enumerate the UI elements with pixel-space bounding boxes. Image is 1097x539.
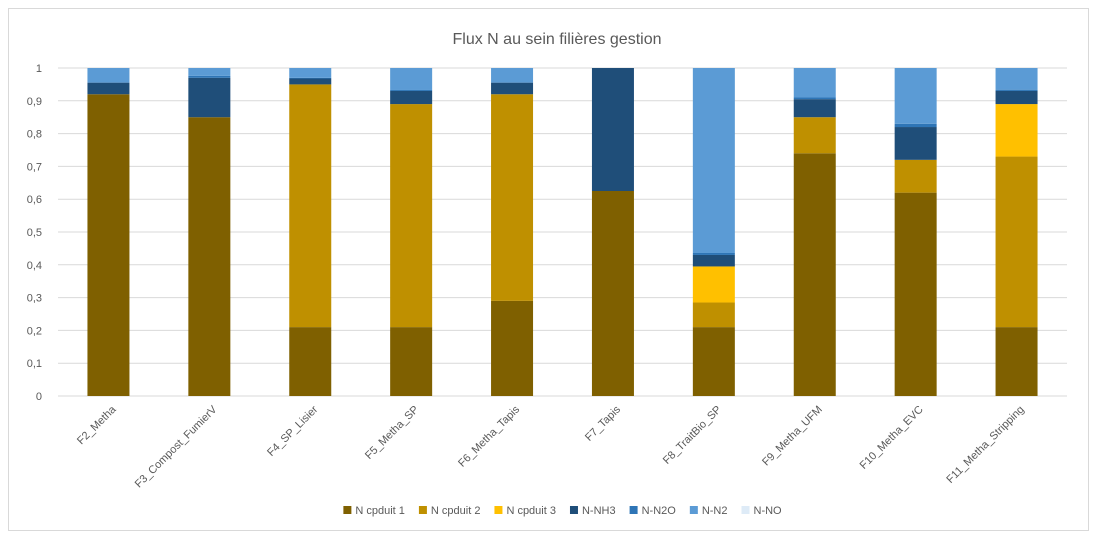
bar-segment <box>894 127 937 160</box>
bar-segment <box>692 68 735 253</box>
bar-segment <box>289 327 332 396</box>
x-tick-label: F11_Metha_Stripping <box>944 404 1026 486</box>
y-tick-label: 1 <box>36 63 42 75</box>
bar-segment <box>188 77 231 118</box>
bar-segment <box>188 68 231 76</box>
x-tick-label: F7_Tapis <box>583 403 623 443</box>
bar-segment <box>692 254 735 267</box>
legend-swatch <box>418 506 427 514</box>
bar-segment <box>591 191 634 396</box>
bar-segment <box>591 68 634 191</box>
bar-segment <box>692 266 735 303</box>
chart-title: Flux N au sein filières gestion <box>453 31 662 48</box>
bar-segment <box>995 104 1038 157</box>
y-tick-label: 0,7 <box>27 161 42 173</box>
chart-frame: Flux N au sein filières gestion 0 0,1 0,2 0… <box>8 8 1089 531</box>
bar-segment <box>289 77 332 79</box>
bar-segment <box>491 82 534 83</box>
bar-segment <box>995 89 1038 91</box>
x-tick-label: F6_Metha_Tapis <box>456 403 522 469</box>
y-tick-label: 0,1 <box>27 358 42 370</box>
bar-segment <box>491 82 534 95</box>
y-tick-label: 0,8 <box>27 129 42 141</box>
bar-segment <box>390 89 433 91</box>
y-tick-label: 0,3 <box>27 293 42 305</box>
bar-segment <box>793 68 836 98</box>
bar-segment <box>692 302 735 328</box>
bar-segment <box>491 300 534 396</box>
legend-label: N-N2O <box>642 505 677 517</box>
legend-swatch <box>629 506 638 514</box>
x-tick-label: F4_SP_Lisier <box>265 403 320 458</box>
bar-segment <box>289 84 332 328</box>
legend-swatch <box>494 506 503 514</box>
legend-label: N-NH3 <box>582 505 616 517</box>
bar-segment <box>894 68 937 124</box>
bar-segment <box>692 252 735 255</box>
bar-segment <box>289 78 332 85</box>
bar-segment <box>793 117 836 154</box>
y-tick-label: 0,5 <box>27 227 42 239</box>
bar-segment <box>995 327 1038 396</box>
bar-segment <box>390 90 433 105</box>
bar-segment <box>894 123 937 128</box>
bar-segment <box>87 68 130 83</box>
bar-segment <box>188 117 231 396</box>
bar-segment <box>894 192 937 396</box>
bar-segment <box>894 159 937 193</box>
y-tick-label: 0,6 <box>27 194 42 206</box>
x-tick-label: F10_Metha_EVC <box>858 404 926 472</box>
bar-segment <box>793 99 836 118</box>
legend-label: N-N2 <box>702 505 728 517</box>
bar-segment <box>390 327 433 396</box>
legend-label: N-NO <box>754 505 783 517</box>
bar-segment <box>692 327 735 396</box>
bar-segment <box>491 68 534 83</box>
bar-segment <box>995 68 1038 90</box>
y-tick-label: 0,2 <box>27 325 42 337</box>
legend-swatch <box>343 506 352 514</box>
bar-segment <box>793 153 836 396</box>
legend-swatch <box>689 506 698 514</box>
bar-segment <box>87 94 130 397</box>
legend-swatch <box>741 506 750 514</box>
x-tick-label: F9_Metha_UFM <box>760 404 825 469</box>
bar-segment <box>188 75 231 78</box>
bar-segment <box>87 82 130 83</box>
bar-segment <box>390 68 433 90</box>
legend-label: N cpduit 3 <box>506 505 556 517</box>
bar-segment <box>390 104 433 328</box>
bar-segment <box>87 82 130 95</box>
bar-segment <box>995 156 1038 328</box>
y-tick-label: 0,4 <box>27 260 42 272</box>
x-tick-label: F8_TraitBio_SP <box>661 404 724 467</box>
legend-swatch <box>569 506 578 514</box>
legend-label: N cpduit 1 <box>355 505 405 517</box>
bar-segment <box>995 90 1038 105</box>
y-tick-label: 0,9 <box>27 96 42 108</box>
legend-label: N cpduit 2 <box>431 505 481 517</box>
x-tick-label: F3_Compost_FumierV <box>133 403 220 490</box>
bar-segment <box>289 68 332 78</box>
y-tick-label: 0 <box>36 391 42 403</box>
bar-segment <box>491 94 534 301</box>
stacked-bar-chart: Flux N au sein filières gestion 0 0,1 0,2 0… <box>27 31 1067 517</box>
bar-segment <box>793 97 836 100</box>
x-tick-label: F5_Metha_SP <box>363 404 421 462</box>
x-tick-label: F2_Metha <box>75 403 119 447</box>
